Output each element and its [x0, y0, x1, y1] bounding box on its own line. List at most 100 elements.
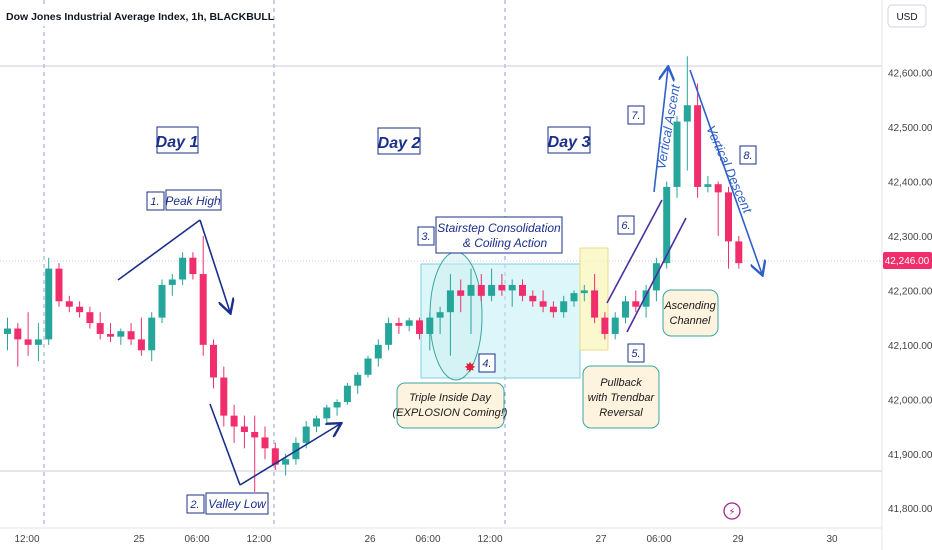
candle-down[interactable]: [632, 301, 640, 307]
candle-down[interactable]: [549, 306, 557, 313]
candle-up[interactable]: [323, 407, 331, 419]
candle-down[interactable]: [271, 448, 279, 465]
pullback-callout: [582, 365, 660, 429]
n1-label: 1.: [150, 196, 159, 208]
candle-up[interactable]: [354, 374, 362, 386]
day3-box: [547, 126, 591, 154]
time-tick-label: 12:00: [477, 534, 502, 545]
candle-down[interactable]: [601, 317, 609, 334]
candle-down[interactable]: [230, 415, 238, 427]
candle-up[interactable]: [179, 257, 187, 280]
candle-up[interactable]: [570, 293, 578, 302]
candle-down[interactable]: [210, 344, 217, 378]
candle-up[interactable]: [34, 339, 42, 345]
candle-down[interactable]: [14, 328, 22, 340]
candle-up[interactable]: [364, 358, 372, 375]
candle-down[interactable]: [55, 268, 63, 302]
ascending-callout: [662, 289, 719, 337]
candle-up[interactable]: [158, 284, 166, 318]
valley-drop-line: [209, 403, 241, 486]
price-tick-label: 42,000.00: [888, 395, 932, 406]
time-tick-label: 29: [732, 534, 744, 545]
candle-up[interactable]: [302, 426, 310, 443]
candle-down[interactable]: [416, 320, 423, 334]
candle-down[interactable]: [714, 184, 722, 193]
candle-down[interactable]: [24, 339, 32, 345]
candle-down[interactable]: [137, 339, 145, 351]
candle-up[interactable]: [580, 290, 588, 294]
candle-up[interactable]: [426, 317, 434, 334]
candle-down[interactable]: [529, 295, 537, 302]
candle-up[interactable]: [467, 284, 475, 296]
candle-down[interactable]: [457, 290, 465, 296]
candle-down[interactable]: [65, 301, 73, 307]
candle-up[interactable]: [560, 301, 568, 313]
n5-box: [627, 343, 645, 363]
triple-inside-callout: [396, 382, 505, 429]
candle-down[interactable]: [591, 290, 599, 318]
candle-down[interactable]: [261, 437, 269, 449]
candle-up[interactable]: [343, 385, 351, 403]
candle-up[interactable]: [508, 284, 516, 291]
candle-up[interactable]: [611, 317, 619, 334]
candle-down[interactable]: [735, 241, 743, 264]
candle-up[interactable]: [45, 268, 53, 340]
candle-up[interactable]: [436, 312, 444, 318]
candle-down[interactable]: [199, 274, 207, 345]
candle-down[interactable]: [694, 105, 702, 187]
candle-up[interactable]: [704, 184, 712, 187]
candle-down[interactable]: [539, 301, 547, 307]
candle-up[interactable]: [4, 328, 11, 334]
candle-down[interactable]: [251, 431, 259, 438]
price-axis[interactable]: 42,600.00 42,500.00 42,400.00 42,300.00 42,2…: [888, 69, 932, 516]
currency-label: USD: [896, 12, 917, 23]
day1-label: Day 1: [156, 134, 199, 151]
candle-up[interactable]: [673, 121, 681, 187]
event-marker[interactable]: [723, 502, 741, 520]
pullback-line1: Pullback: [600, 377, 642, 389]
candle-down[interactable]: [240, 426, 248, 432]
peak-high-box: [165, 189, 222, 211]
peak-drop-arrow: [199, 219, 230, 312]
candle-down[interactable]: [96, 323, 104, 334]
candle-down[interactable]: [76, 306, 84, 313]
price-tick-label: 42,200.00: [888, 286, 932, 297]
candle-down[interactable]: [220, 377, 228, 416]
candle-down[interactable]: [477, 284, 485, 296]
currency-button[interactable]: [887, 4, 927, 28]
candle-up[interactable]: [168, 279, 176, 285]
candle-down[interactable]: [86, 312, 94, 324]
candle-down[interactable]: [725, 192, 732, 242]
price-tick-label: 42,500.00: [888, 123, 932, 134]
candle-up[interactable]: [282, 459, 290, 465]
candle-up[interactable]: [148, 317, 156, 351]
candle-up[interactable]: [117, 331, 125, 337]
candle-up[interactable]: [488, 284, 496, 296]
day1-box: [156, 126, 199, 154]
candle-down[interactable]: [498, 284, 506, 291]
n2-label: 2.: [189, 499, 199, 511]
candle-up[interactable]: [683, 105, 691, 122]
candle-down[interactable]: [189, 257, 197, 275]
price-tick-label: 42,100.00: [888, 341, 932, 352]
n4-box: [478, 353, 496, 373]
candle-up[interactable]: [313, 418, 320, 427]
candle-down[interactable]: [395, 323, 403, 326]
n6-label: 6.: [621, 220, 630, 232]
candle-up[interactable]: [333, 402, 341, 408]
day2-label: Day 2: [378, 135, 421, 152]
candle-up[interactable]: [663, 186, 671, 264]
candle-up[interactable]: [622, 301, 629, 318]
candle-up[interactable]: [642, 290, 650, 307]
candle-down[interactable]: [107, 333, 114, 337]
candle-down[interactable]: [127, 331, 135, 340]
time-axis[interactable]: 12:00 25 06:00 12:00 26 06:00 12:00 27 06:00 29 30: [14, 534, 838, 545]
n1-box: [146, 191, 165, 211]
candle-down[interactable]: [519, 284, 526, 296]
n7-box: [627, 105, 645, 125]
candle-up[interactable]: [446, 290, 454, 313]
candle-up[interactable]: [374, 344, 382, 359]
candle-up[interactable]: [385, 323, 393, 345]
candle-up[interactable]: [405, 320, 413, 326]
